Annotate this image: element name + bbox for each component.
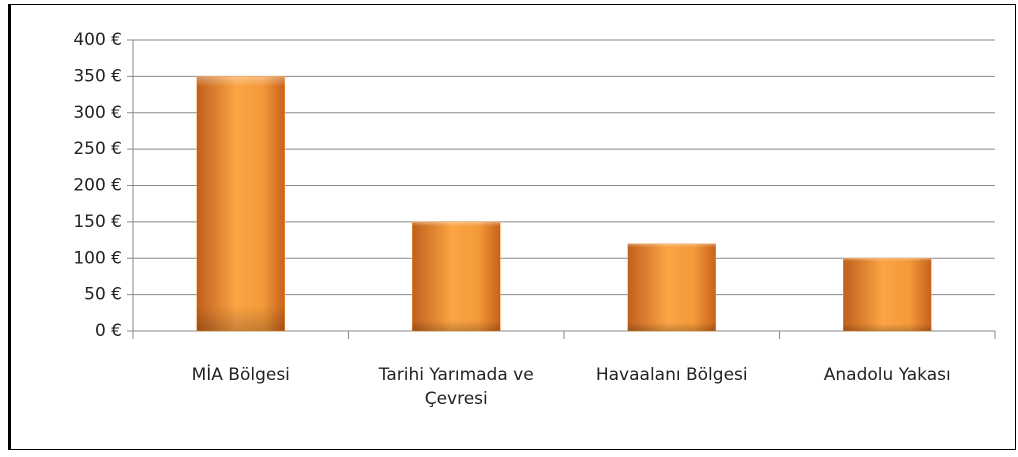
bar xyxy=(196,76,285,332)
y-tick-label: 300 € xyxy=(73,103,122,123)
y-tick-label: 200 € xyxy=(73,176,122,196)
bar xyxy=(843,258,932,332)
x-tick-label: Anadolu Yakası xyxy=(823,365,951,385)
y-tick-label: 150 € xyxy=(73,212,122,232)
x-tick-label: Tarihi Yarımada ve Çevresi xyxy=(378,365,534,409)
y-tick-label: 0 € xyxy=(95,321,122,341)
x-tick-label: Havaalanı Bölgesi xyxy=(595,365,748,385)
bar xyxy=(412,221,501,332)
x-tick-label: MİA Bölgesi xyxy=(191,365,290,385)
y-tick-label: 250 € xyxy=(73,139,122,159)
y-tick-label: 50 € xyxy=(84,285,122,305)
bar xyxy=(627,243,716,332)
y-tick-label: 350 € xyxy=(73,66,122,86)
y-tick-label: 400 € xyxy=(73,30,122,50)
y-tick-label: 100 € xyxy=(73,248,122,268)
chart-frame xyxy=(8,4,1016,450)
